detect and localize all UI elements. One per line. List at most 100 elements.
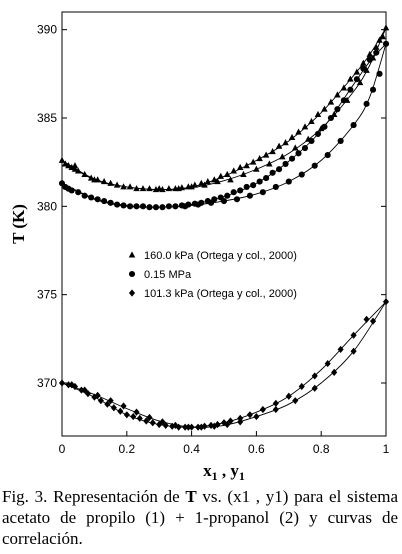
- data-point-triangle: [236, 163, 244, 170]
- data-point-circle: [237, 187, 244, 194]
- y-tick-label: 380: [37, 199, 57, 213]
- data-point-triangle: [334, 91, 341, 98]
- data-point-triangle: [188, 183, 195, 190]
- data-point-triangle: [266, 160, 273, 167]
- data-point-diamond: [58, 379, 66, 387]
- data-point-circle: [382, 40, 390, 47]
- legend-label: 160.0 kPa (Ortega y col., 2000): [144, 250, 297, 262]
- data-point-circle: [139, 203, 147, 210]
- data-point-triangle: [224, 170, 231, 178]
- data-point-diamond: [185, 423, 192, 431]
- data-point-diamond: [237, 418, 244, 426]
- data-point-diamond: [350, 331, 357, 339]
- data-point-circle: [101, 197, 108, 205]
- data-point-circle: [256, 178, 263, 185]
- data-point-circle: [298, 171, 305, 178]
- data-point-triangle: [379, 33, 386, 40]
- data-point-circle: [340, 97, 347, 104]
- data-point-triangle: [295, 128, 302, 135]
- data-point-diamond: [172, 421, 179, 429]
- data-point-triangle: [382, 24, 390, 31]
- data-point-diamond: [104, 400, 111, 408]
- data-point-circle: [363, 100, 370, 107]
- data-point-diamond: [81, 386, 88, 394]
- data-point-circle: [308, 137, 315, 145]
- data-point-triangle: [81, 170, 88, 178]
- data-point-triangle: [71, 162, 79, 169]
- y-tick-label: 375: [37, 288, 57, 302]
- data-point-diamond: [130, 412, 137, 421]
- data-point-triangle: [113, 181, 121, 188]
- data-point-triangle: [253, 165, 260, 172]
- data-point-triangle: [133, 185, 140, 192]
- data-point-circle: [295, 150, 302, 157]
- data-point-triangle: [240, 170, 247, 178]
- y-tick-label: 385: [37, 111, 57, 125]
- data-point-diamond: [207, 421, 215, 429]
- data-point-triangle: [198, 179, 205, 186]
- data-point-circle: [152, 204, 160, 211]
- caption-bold-T: T: [185, 487, 197, 506]
- x-axis-label: x1 , y1: [203, 461, 245, 480]
- data-point-diamond: [110, 404, 117, 412]
- data-point-circle: [81, 192, 88, 199]
- data-point-circle: [276, 166, 283, 173]
- data-point-diamond: [311, 384, 318, 392]
- data-point-circle: [250, 182, 257, 189]
- data-point-triangle: [201, 181, 208, 188]
- x-tick-label: 0: [59, 442, 66, 456]
- data-point-circle: [94, 196, 101, 203]
- data-point-diamond: [182, 423, 189, 431]
- data-point-diamond: [350, 347, 357, 355]
- data-point-triangle: [217, 172, 224, 179]
- correlation-curves: [61, 27, 387, 428]
- data-point-diamond: [188, 423, 195, 431]
- data-point-triangle: [227, 176, 234, 183]
- data-point-triangle: [155, 185, 163, 192]
- data-point-circle: [373, 49, 380, 56]
- data-point-circle: [376, 70, 383, 77]
- data-point-triangle: [91, 176, 98, 183]
- data-point-circle: [337, 137, 344, 145]
- data-point-diamond: [123, 411, 130, 419]
- data-point-circle: [282, 160, 289, 167]
- data-point-diamond: [211, 422, 218, 430]
- data-point-diamond: [195, 423, 202, 431]
- data-point-triangle: [262, 151, 270, 158]
- data-point-triangle: [120, 183, 127, 190]
- data-point-circle: [224, 192, 231, 199]
- data-point-triangle: [373, 43, 380, 50]
- data-point-triangle: [279, 153, 286, 160]
- data-point-triangle: [243, 162, 250, 169]
- data-point-triangle: [126, 183, 134, 190]
- data-point-triangle: [100, 178, 108, 185]
- data-point-diamond: [149, 419, 156, 427]
- data-point-triangle: [360, 59, 367, 66]
- data-point-triangle: [204, 178, 212, 185]
- data-point-diamond: [107, 397, 114, 405]
- data-point-triangle: [139, 185, 147, 192]
- data-points: [58, 24, 390, 431]
- data-point-diamond: [363, 315, 370, 323]
- data-point-diamond: [298, 382, 305, 391]
- data-point-diamond: [117, 407, 124, 415]
- data-point-triangle: [288, 133, 296, 140]
- data-point-circle: [172, 203, 179, 210]
- data-point-circle: [327, 114, 334, 122]
- data-point-circle: [220, 197, 228, 205]
- figure-caption: Fig. 3. Representación de T vs. (x1 , y1…: [2, 486, 398, 549]
- data-point-circle: [233, 196, 241, 203]
- data-point-diamond: [146, 413, 153, 422]
- data-point-diamond: [324, 359, 331, 368]
- data-point-triangle: [165, 185, 173, 192]
- data-point-triangle: [301, 123, 309, 130]
- data-point-circle: [321, 123, 328, 130]
- legend-marker-diamond: [128, 289, 136, 297]
- data-point-circle: [311, 162, 318, 169]
- correlation-curve-bubble: [61, 301, 387, 428]
- data-point-triangle: [363, 66, 370, 73]
- data-point-triangle: [58, 156, 66, 163]
- data-point-triangle: [256, 155, 263, 162]
- data-point-circle: [75, 189, 82, 196]
- data-point-triangle: [269, 147, 276, 155]
